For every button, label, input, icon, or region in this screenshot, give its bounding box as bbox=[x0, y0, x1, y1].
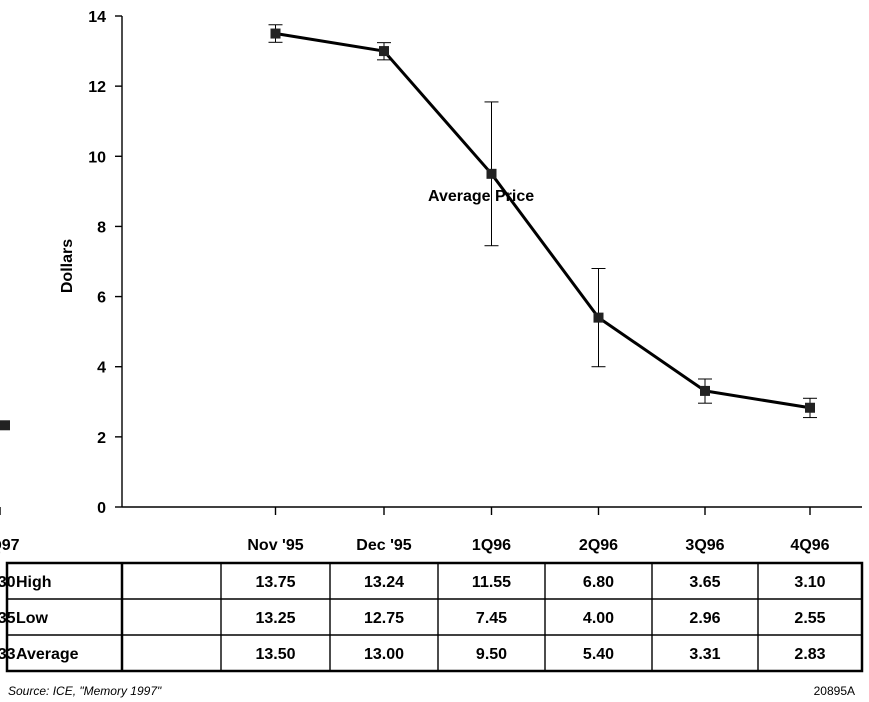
data-point bbox=[805, 402, 815, 413]
data-point bbox=[0, 420, 10, 431]
y-tick-label: 6 bbox=[97, 290, 106, 307]
series bbox=[275, 32, 811, 410]
table-cell: 13.25 bbox=[255, 610, 295, 627]
axes bbox=[121, 16, 862, 508]
table-cell: 5.40 bbox=[583, 646, 614, 663]
table-cell: 2.83 bbox=[794, 646, 825, 663]
table-cell: 2.35 bbox=[0, 610, 16, 627]
markers bbox=[0, 28, 815, 431]
y-ticks: 0 2 4 6 8 10 12 14 bbox=[88, 9, 122, 517]
table-cell: 9.50 bbox=[476, 646, 507, 663]
y-tick-label: 2 bbox=[97, 430, 106, 447]
table-row-label: Low bbox=[16, 610, 49, 627]
series-annotation: Average Price bbox=[428, 188, 534, 205]
table-cell: 7.45 bbox=[476, 610, 507, 627]
x-tick-label: 1Q96 bbox=[472, 537, 511, 554]
table-cell: 6.80 bbox=[583, 574, 614, 591]
table-cell: 13.50 bbox=[255, 646, 295, 663]
table-cell: 13.00 bbox=[364, 646, 404, 663]
table-cell: 2.55 bbox=[794, 610, 825, 627]
table-cell: 2.30 bbox=[0, 574, 16, 591]
table-cell: 11.55 bbox=[472, 574, 511, 591]
x-ticks: Nov '95 Dec '95 1Q96 2Q96 3Q96 4Q96 1Q97 bbox=[0, 507, 830, 554]
data-point bbox=[700, 385, 710, 396]
table-cell: 13.75 bbox=[255, 574, 295, 591]
x-tick-label: 2Q96 bbox=[579, 537, 618, 554]
data-point bbox=[270, 28, 281, 39]
x-tick-label: 3Q96 bbox=[685, 537, 724, 554]
y-tick-label: 14 bbox=[88, 9, 106, 26]
x-tick-label: 4Q96 bbox=[790, 537, 829, 554]
source-note: Source: ICE, "Memory 1997" bbox=[8, 684, 162, 698]
table-cell: 2.33 bbox=[0, 646, 16, 663]
table-cell: 4.00 bbox=[583, 610, 614, 627]
data-point bbox=[379, 46, 389, 57]
x-tick-label: Nov '95 bbox=[247, 537, 303, 554]
error-bars bbox=[0, 24, 817, 427]
data-point bbox=[593, 312, 604, 323]
table-border bbox=[5, 561, 864, 673]
table-cell: 3.65 bbox=[689, 574, 720, 591]
y-tick-label: 10 bbox=[88, 149, 106, 166]
table-cell: 12.75 bbox=[364, 610, 404, 627]
y-tick-label: 12 bbox=[88, 79, 106, 96]
table-cell: 2.96 bbox=[689, 610, 720, 627]
table-cell: 3.10 bbox=[794, 574, 825, 591]
table-cell: 13.24 bbox=[364, 574, 404, 591]
y-tick-label: 4 bbox=[97, 360, 106, 377]
y-axis-label: Dollars bbox=[59, 239, 76, 293]
table-row-label: Average bbox=[16, 646, 79, 663]
series-line bbox=[275, 32, 811, 410]
data-table: High 13.75 13.24 11.55 6.80 3.65 3.10 2.30 Low 13… bbox=[0, 561, 864, 673]
figure-id: 20895A bbox=[813, 684, 855, 698]
y-tick-label: 0 bbox=[97, 500, 106, 517]
table-row-label: High bbox=[16, 574, 52, 591]
x-tick-label: Dec '95 bbox=[356, 537, 412, 554]
table-cell: 3.31 bbox=[689, 646, 720, 663]
data-point bbox=[486, 168, 497, 179]
x-tick-label: 1Q97 bbox=[0, 537, 20, 554]
y-tick-label: 8 bbox=[97, 219, 106, 236]
